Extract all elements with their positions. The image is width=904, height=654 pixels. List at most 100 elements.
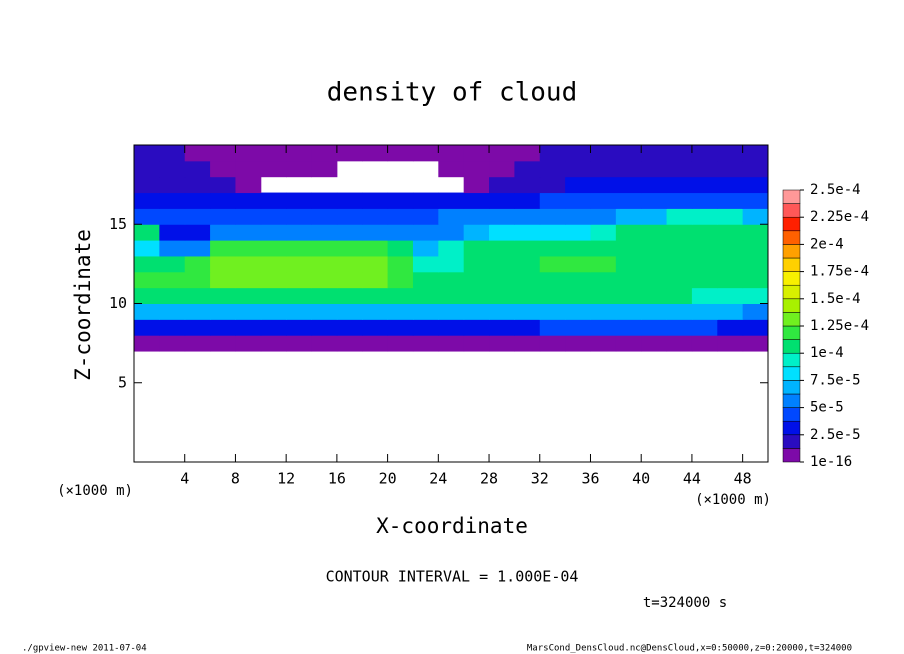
colorbar-band	[782, 366, 801, 381]
heat-cell	[311, 160, 338, 178]
heat-cell	[691, 240, 718, 257]
heat-cell	[159, 271, 186, 289]
heat-cell	[210, 335, 236, 352]
heat-cell	[159, 208, 186, 225]
heat-cell	[742, 160, 769, 178]
heat-cell	[134, 335, 160, 352]
heat-cell	[742, 303, 769, 320]
heat-cell	[184, 271, 211, 289]
heat-cell	[717, 303, 744, 320]
heat-cell	[742, 271, 769, 289]
heat-cell	[412, 303, 439, 320]
x-tick-label: 16	[328, 470, 346, 488]
heat-cell	[286, 319, 313, 336]
heat-cell	[311, 287, 338, 304]
axis-unit: (×1000 m)	[57, 483, 133, 499]
heat-cell	[260, 287, 287, 304]
chart-title: density of cloud	[327, 78, 577, 108]
heat-cell	[514, 208, 541, 225]
heat-cell	[362, 319, 389, 336]
heat-cell	[210, 160, 236, 178]
time-note: t=324000 s	[643, 595, 727, 611]
heat-cell	[539, 287, 566, 304]
heat-cell	[666, 208, 693, 225]
heat-cell	[717, 145, 744, 162]
heat-cell	[438, 303, 465, 320]
heat-cell	[641, 319, 668, 336]
heat-cell	[210, 208, 236, 225]
heat-cell	[590, 271, 617, 289]
heat-cell	[742, 176, 769, 194]
heat-cell	[742, 255, 769, 273]
heat-cell	[565, 224, 591, 241]
heat-cell	[336, 240, 363, 257]
heat-cell	[184, 287, 211, 304]
heat-cell	[691, 176, 718, 194]
colorbar-tick-label: 2.25e-4	[810, 209, 869, 225]
heat-cell	[286, 145, 313, 162]
heat-cell	[210, 240, 236, 257]
heat-cell	[717, 255, 744, 273]
heat-cell	[362, 240, 389, 257]
heat-cell	[514, 192, 541, 209]
heat-cell	[666, 192, 693, 209]
heat-cell	[463, 145, 490, 162]
heat-cell	[691, 145, 718, 162]
heat-cell	[463, 287, 490, 304]
colorbar-band	[782, 420, 801, 436]
heat-cell	[615, 255, 642, 273]
footer-left: ./gpview-new 2011-07-04	[22, 644, 147, 654]
heat-cell	[565, 335, 591, 352]
heat-cell	[691, 192, 718, 209]
heat-cell	[489, 208, 515, 225]
y-tick-label: 15	[109, 215, 127, 233]
heat-cell	[412, 192, 439, 209]
heat-cell	[641, 303, 668, 320]
heat-cell	[286, 240, 313, 257]
heat-cell	[311, 335, 338, 352]
heat-cell	[666, 271, 693, 289]
heat-cell	[184, 240, 211, 257]
heat-cell	[489, 176, 515, 194]
heat-cell	[463, 176, 490, 194]
heat-cell	[311, 240, 338, 257]
heat-cell	[615, 192, 642, 209]
colorbar-band	[782, 203, 801, 218]
heat-cell	[717, 224, 744, 241]
heat-cell	[489, 335, 515, 352]
footer-right: MarsCond_DensCloud.nc@DensCloud,x=0:5000…	[527, 644, 852, 654]
heat-cell	[590, 176, 617, 194]
heat-cell	[362, 255, 389, 273]
heat-cell	[134, 176, 160, 194]
heat-cell	[615, 319, 642, 336]
heat-cell	[336, 192, 363, 209]
heat-cell	[489, 145, 515, 162]
x-tick-label: 4	[180, 470, 189, 488]
heat-cell	[210, 271, 236, 289]
heat-cell	[539, 319, 566, 336]
heat-cell	[438, 319, 465, 336]
heat-cell	[387, 303, 414, 320]
heat-cell	[184, 208, 211, 225]
heat-cell	[362, 335, 389, 352]
colorbar-tick-label: 2e-4	[810, 236, 844, 252]
heat-cell	[134, 319, 160, 336]
colorbar-band	[782, 407, 801, 422]
colorbar-tick-label: 1.75e-4	[810, 264, 869, 280]
heat-cell	[336, 303, 363, 320]
heat-cell	[539, 176, 566, 194]
heat-cell	[210, 287, 236, 304]
heat-cell	[539, 255, 566, 273]
heat-cell	[590, 319, 617, 336]
heat-cell	[412, 208, 439, 225]
heat-cell	[615, 240, 642, 257]
heat-cell	[691, 224, 718, 241]
heat-cell	[514, 335, 541, 352]
heat-cell	[311, 255, 338, 273]
heat-cell	[184, 176, 211, 194]
heat-cell	[412, 224, 439, 241]
heat-cell	[666, 319, 693, 336]
x-tick-label: 28	[480, 470, 498, 488]
heat-cell	[260, 192, 287, 209]
